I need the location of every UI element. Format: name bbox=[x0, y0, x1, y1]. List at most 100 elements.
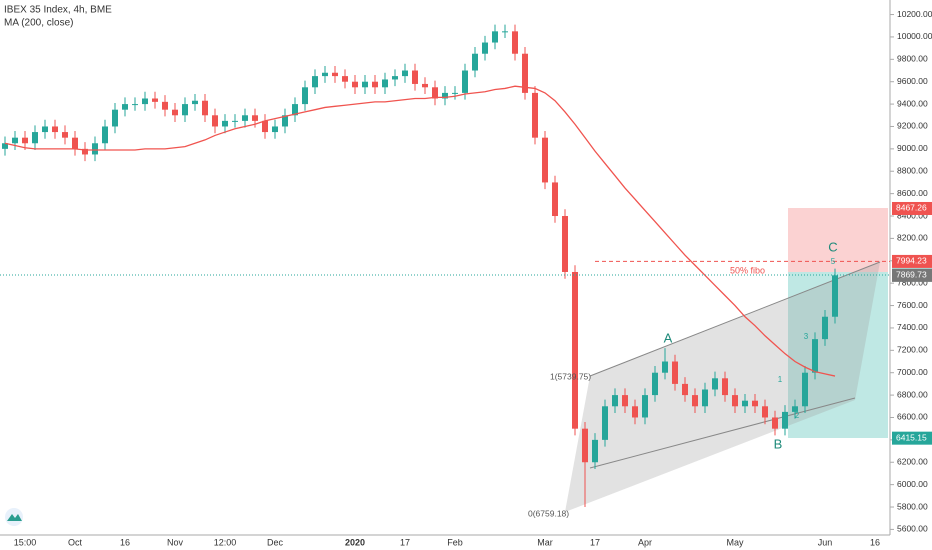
y-tick-label: 7400.00 bbox=[897, 322, 928, 332]
candle-body bbox=[72, 137, 78, 149]
annotation: 4 bbox=[813, 365, 818, 374]
x-tick-label: 17 bbox=[400, 537, 410, 547]
x-tick-label: Oct bbox=[68, 537, 83, 547]
x-tick-label: 12:00 bbox=[214, 537, 237, 547]
candle-body bbox=[652, 372, 658, 396]
candle-body bbox=[352, 81, 358, 88]
candle-body bbox=[422, 83, 428, 88]
price-tag bbox=[892, 431, 932, 445]
candle-body bbox=[92, 143, 98, 155]
y-tick-label: 7200.00 bbox=[897, 345, 928, 355]
price-tag bbox=[892, 254, 932, 268]
candle-body bbox=[292, 104, 298, 116]
candle-body bbox=[462, 70, 468, 93]
candle-body bbox=[132, 104, 138, 106]
y-tick-label: 10200.00 bbox=[897, 9, 932, 19]
y-tick-label: 8800.00 bbox=[897, 165, 928, 175]
candle-body bbox=[2, 143, 8, 149]
candle-body bbox=[312, 76, 318, 88]
y-tick-label: 10000.00 bbox=[897, 31, 932, 41]
candle-body bbox=[212, 115, 218, 127]
x-tick-label: Mar bbox=[537, 537, 553, 547]
candle-body bbox=[472, 53, 478, 71]
candle-body bbox=[532, 92, 538, 138]
x-tick-label: May bbox=[726, 537, 744, 547]
candle-body bbox=[702, 389, 708, 407]
candle-body bbox=[722, 378, 728, 396]
chart-title: IBEX 35 Index, 4h, BME bbox=[4, 5, 112, 16]
candle-body bbox=[592, 439, 598, 463]
candle-body bbox=[442, 92, 448, 99]
candle-body bbox=[152, 98, 158, 102]
stop-zone bbox=[788, 208, 888, 272]
y-tick-label: 6600.00 bbox=[897, 412, 928, 422]
legend-entry: MA (200, close) bbox=[4, 18, 73, 29]
candle-body bbox=[682, 383, 688, 396]
candle-body bbox=[512, 31, 518, 54]
candle-body bbox=[672, 361, 678, 384]
candle-body bbox=[602, 406, 608, 440]
candle-body bbox=[222, 120, 228, 127]
candle-body bbox=[572, 271, 578, 429]
candle-body bbox=[582, 428, 588, 463]
candle-body bbox=[42, 126, 48, 133]
candle-body bbox=[542, 137, 548, 183]
candle-body bbox=[642, 395, 648, 418]
y-tick-label: 8200.00 bbox=[897, 233, 928, 243]
candle-body bbox=[432, 87, 438, 99]
candle-body bbox=[482, 42, 488, 54]
y-tick-label: 5800.00 bbox=[897, 501, 928, 511]
candle-body bbox=[612, 395, 618, 407]
annotation: 0(6759.18) bbox=[528, 508, 569, 518]
y-tick-label: 7000.00 bbox=[897, 367, 928, 377]
candle-body bbox=[332, 72, 338, 77]
price-tag bbox=[892, 201, 932, 215]
candle-body bbox=[412, 70, 418, 84]
candle-body bbox=[362, 81, 368, 88]
candle-body bbox=[662, 361, 668, 373]
candle-body bbox=[822, 316, 828, 340]
candle-body bbox=[792, 406, 798, 412]
candle-body bbox=[192, 100, 198, 105]
candle-body bbox=[622, 395, 628, 407]
y-tick-label: 6000.00 bbox=[897, 479, 928, 489]
candle-body bbox=[802, 372, 808, 407]
candle-body bbox=[812, 339, 818, 373]
y-tick-label: 9800.00 bbox=[897, 54, 928, 64]
candle-body bbox=[752, 400, 758, 407]
x-tick-label: Apr bbox=[638, 537, 652, 547]
y-tick-label: 6800.00 bbox=[897, 389, 928, 399]
candle-body bbox=[832, 275, 838, 317]
y-tick-label: 9200.00 bbox=[897, 121, 928, 131]
annotation: 3 bbox=[804, 332, 809, 341]
candle-body bbox=[182, 104, 188, 116]
x-tick-label: Feb bbox=[447, 537, 463, 547]
moving-average bbox=[4, 85, 836, 377]
x-tick-label: Nov bbox=[167, 537, 184, 547]
channel-top bbox=[589, 261, 881, 377]
candle-body bbox=[242, 115, 248, 121]
y-tick-label: 8600.00 bbox=[897, 188, 928, 198]
candle-body bbox=[732, 395, 738, 407]
candle-body bbox=[502, 31, 508, 33]
y-tick-label: 7600.00 bbox=[897, 300, 928, 310]
candle-body bbox=[762, 406, 768, 418]
candle-body bbox=[162, 101, 168, 110]
y-tick-label: 9400.00 bbox=[897, 98, 928, 108]
annotation: 2 bbox=[795, 411, 800, 420]
candle-body bbox=[742, 400, 748, 407]
x-tick-label: 17 bbox=[590, 537, 600, 547]
y-tick-label: 9000.00 bbox=[897, 143, 928, 153]
candle-body bbox=[632, 406, 638, 418]
candle-body bbox=[102, 126, 108, 144]
candle-body bbox=[402, 70, 408, 77]
y-tick-label: 6200.00 bbox=[897, 456, 928, 466]
candle-body bbox=[692, 395, 698, 407]
price-tag-label: 7869.73 bbox=[896, 270, 927, 280]
candle-body bbox=[232, 120, 238, 122]
annotation: A bbox=[664, 330, 673, 345]
candle-body bbox=[342, 76, 348, 82]
x-tick-label: Jun bbox=[818, 537, 833, 547]
candle-body bbox=[392, 76, 398, 80]
